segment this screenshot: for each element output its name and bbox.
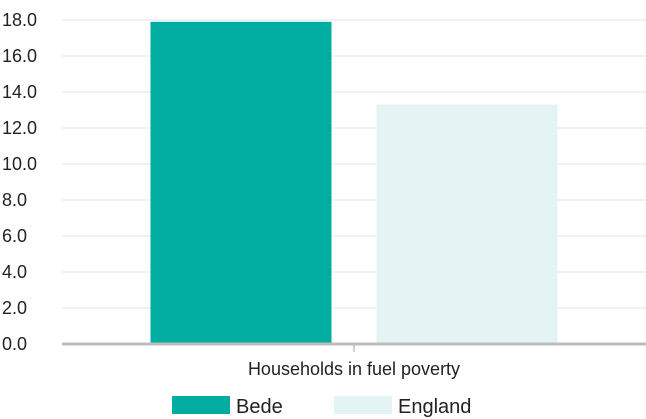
x-axis (62, 342, 646, 352)
bar-bede (150, 21, 332, 345)
y-tick-label: 12.0 (2, 118, 37, 138)
x-category-label: Households in fuel poverty (248, 359, 460, 379)
y-tick-label: 14.0 (2, 82, 37, 102)
legend-swatch-bede (172, 396, 230, 414)
y-axis-tick-labels: 0.0 2.0 4.0 6.0 8.0 10.0 12.0 14.0 16.0 18.0 (2, 10, 37, 354)
y-tick-label: 0.0 (2, 334, 27, 354)
y-tick-label: 8.0 (2, 190, 27, 210)
y-tick-label: 18.0 (2, 10, 37, 30)
x-axis-category-labels: Households in fuel poverty (248, 359, 460, 379)
legend-label-bede: Bede (236, 396, 283, 418)
gridlines (62, 19, 646, 345)
bars (150, 21, 558, 345)
legend: Bede England (172, 396, 471, 418)
y-tick-label: 10.0 (2, 154, 37, 174)
y-tick-label: 4.0 (2, 262, 27, 282)
y-tick-label: 2.0 (2, 298, 27, 318)
legend-swatch-england (334, 396, 392, 414)
y-tick-label: 6.0 (2, 226, 27, 246)
y-tick-label: 16.0 (2, 46, 37, 66)
legend-label-england: England (398, 396, 471, 418)
bar-england (376, 104, 558, 344)
